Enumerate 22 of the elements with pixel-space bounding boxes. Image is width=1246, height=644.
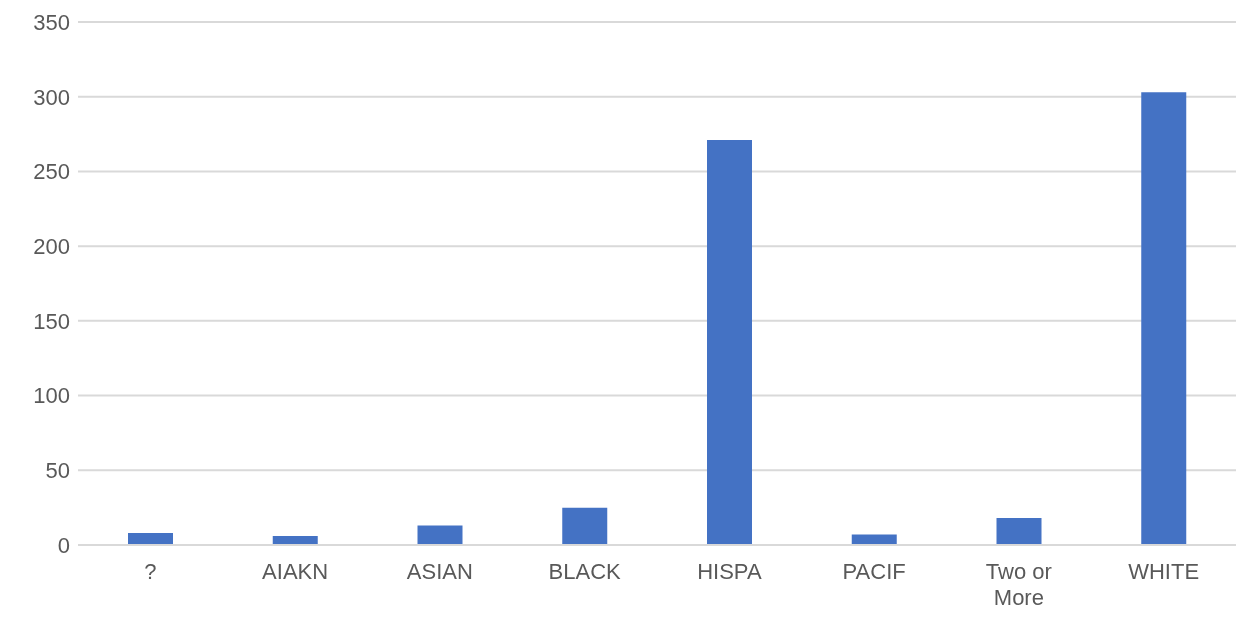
y-tick-label: 0 <box>57 532 70 558</box>
bar <box>128 533 173 545</box>
y-tick-label: 150 <box>33 308 70 334</box>
x-tick-label: WHITE <box>1128 559 1200 584</box>
y-tick-label: 300 <box>33 84 70 110</box>
y-tick-label: 250 <box>33 159 70 185</box>
x-tick-label: BLACK <box>548 559 622 584</box>
x-tick-label: ASIAN <box>406 559 473 584</box>
y-tick-label: 100 <box>33 383 70 409</box>
x-tick-label: AIAKN <box>262 559 329 584</box>
bar <box>562 507 608 545</box>
x-tick-label: PACIF <box>842 559 906 584</box>
bar <box>417 525 463 545</box>
y-tick-label: 350 <box>33 9 70 35</box>
bar <box>1141 92 1187 545</box>
x-tick-label: HISPA <box>697 559 762 584</box>
bar <box>707 140 752 545</box>
y-tick-label: 200 <box>33 233 70 259</box>
x-tick-label: Two or More <box>985 559 1052 610</box>
bar <box>996 518 1042 545</box>
y-tick-label: 50 <box>45 458 70 484</box>
x-tick-label: ? <box>144 559 157 584</box>
